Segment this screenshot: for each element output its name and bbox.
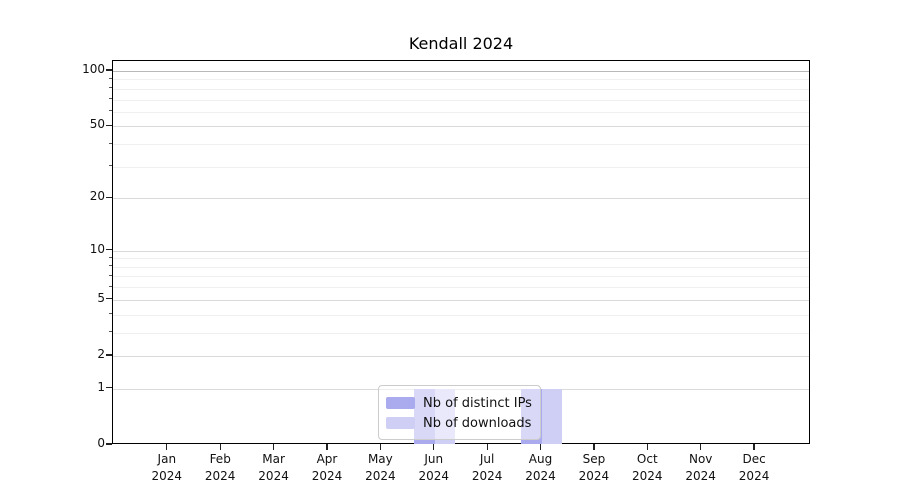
y-gridline-minor-70 [113,99,809,101]
y-tick-label-10: 10 [89,241,105,256]
y-gridline-2 [113,355,809,357]
y-minortick-4 [108,313,112,315]
legend-label-downloads: Nb of downloads [423,415,532,431]
y-minortick-8 [108,265,112,267]
y-gridline-minor-6 [113,287,809,289]
y-minortick-30 [108,165,112,167]
y-tick-label-5: 5 [97,290,105,305]
legend-swatch-downloads [386,417,415,429]
y-gridline-minor-40 [113,144,809,146]
y-gridline-minor-3 [113,332,809,334]
x-tick-may-2024 [379,444,381,450]
legend-item-distinct-ips: Nb of distinct IPs [386,393,540,413]
x-tick-label-nov-2024: Nov 2024 [685,452,716,483]
bar-nb-of-downloads-aug-2024 [541,388,563,444]
x-tick-label-feb-2024: Feb 2024 [204,452,236,483]
x-tick-aug-2024 [539,444,542,450]
y-gridline-minor-80 [113,88,809,90]
x-tick-label-sep-2024: Sep 2024 [578,452,610,483]
x-tick-jan-2024 [166,444,168,450]
y-tick-10 [106,249,112,251]
y-gridline-minor-4 [113,314,809,316]
x-tick-label-jan-2024: Jan 2024 [151,452,183,483]
legend-swatch-distinct-ips [386,397,415,409]
x-tick-label-mar-2024: Mar 2024 [258,452,289,483]
legend: Nb of distinct IPs Nb of downloads [378,385,541,440]
y-minortick-70 [108,98,112,100]
y-gridline-minor-30 [113,166,809,168]
x-tick-apr-2024 [326,444,328,450]
y-tick-100 [106,69,112,71]
y-tick-20 [106,196,112,198]
x-tick-sep-2024 [593,444,595,450]
y-tick-label-20: 20 [89,189,105,204]
legend-item-downloads: Nb of downloads [386,413,540,433]
y-tick-0 [106,443,112,445]
y-minortick-40 [108,142,112,144]
y-minortick-6 [108,285,112,287]
x-tick-jun-2024 [433,444,435,450]
x-tick-label-apr-2024: Apr 2024 [311,452,343,483]
x-tick-nov-2024 [700,444,702,450]
x-tick-feb-2024 [219,444,221,450]
y-gridline-50 [113,126,809,128]
x-tick-dec-2024 [753,444,755,450]
x-tick-label-jun-2024: Jun 2024 [418,452,450,483]
y-minortick-9 [108,256,112,258]
y-tick-label-0: 0 [97,436,105,450]
y-minortick-60 [108,110,112,112]
x-tick-label-jul-2024: Jul 2024 [471,452,503,483]
y-gridline-minor-8 [113,266,809,268]
y-gridline-20 [113,198,809,200]
y-gridline-minor-60 [113,111,809,113]
x-tick-label-may-2024: May 2024 [365,452,396,483]
y-minortick-80 [108,87,112,89]
chart-title: Kendall 2024 [408,34,514,53]
y-tick-2 [106,354,112,356]
y-tick-1 [106,387,112,389]
y-tick-label-2: 2 [97,346,105,361]
y-tick-5 [106,298,112,300]
y-minortick-3 [108,331,112,333]
x-tick-mar-2024 [272,444,275,450]
x-tick-label-oct-2024: Oct 2024 [632,452,663,483]
y-gridline-minor-9 [113,258,809,260]
y-minortick-7 [108,274,112,276]
y-tick-label-1: 1 [97,379,105,394]
x-tick-label-aug-2024: Aug 2024 [525,452,556,483]
legend-label-distinct-ips: Nb of distinct IPs [423,395,532,411]
y-gridline-5 [113,299,809,301]
y-gridline-minor-7 [113,276,809,278]
y-minortick-90 [108,77,112,79]
y-gridline-minor-90 [113,79,809,81]
x-tick-oct-2024 [646,444,648,450]
y-tick-50 [106,124,112,126]
y-tick-label-50: 50 [89,117,105,132]
x-tick-jul-2024 [486,444,488,450]
y-tick-label-100: 100 [82,62,105,77]
x-tick-label-dec-2024: Dec 2024 [738,452,770,483]
y-gridline-100 [113,71,809,73]
y-gridline-10 [113,250,809,252]
